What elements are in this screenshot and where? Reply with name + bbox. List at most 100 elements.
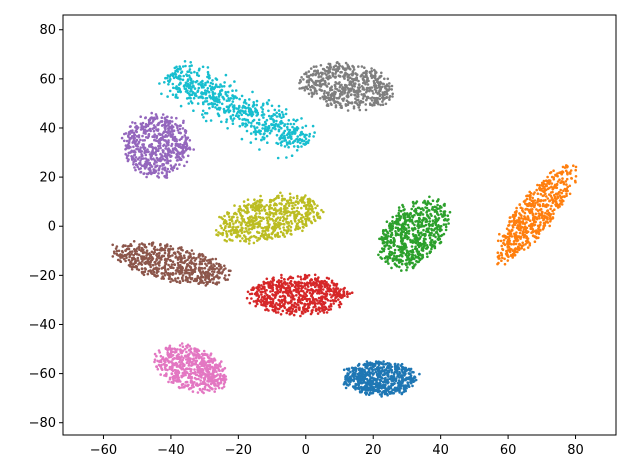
scatter-point xyxy=(556,196,559,199)
scatter-point xyxy=(261,295,264,299)
scatter-point xyxy=(199,257,202,261)
scatter-point xyxy=(217,386,221,390)
scatter-point xyxy=(384,376,387,380)
scatter-point xyxy=(202,373,205,376)
scatter-point xyxy=(153,352,157,356)
scatter-point xyxy=(508,249,511,252)
scatter-point xyxy=(401,203,404,207)
scatter-point xyxy=(300,301,304,305)
scatter-point xyxy=(212,368,215,372)
scatter-point xyxy=(195,373,199,377)
scatter-point xyxy=(441,214,444,218)
scatter-point xyxy=(357,79,360,83)
scatter-point xyxy=(523,222,527,225)
scatter-point xyxy=(124,244,127,247)
scatter-point xyxy=(216,366,220,370)
scatter-point xyxy=(369,363,372,367)
scatter-point xyxy=(404,221,407,224)
scatter-point xyxy=(131,121,134,124)
scatter-point xyxy=(371,96,374,99)
scatter-point xyxy=(404,228,407,231)
scatter-point xyxy=(323,308,326,312)
scatter-point xyxy=(378,89,381,93)
scatter-point xyxy=(272,276,275,280)
scatter-point xyxy=(302,306,305,309)
scatter-point xyxy=(133,154,136,157)
scatter-point xyxy=(393,254,396,258)
scatter-point xyxy=(391,257,395,261)
scatter-point xyxy=(522,228,526,231)
scatter-point xyxy=(522,231,525,234)
scatter-point xyxy=(317,306,321,310)
scatter-point xyxy=(307,70,311,73)
scatter-point xyxy=(343,75,346,78)
scatter-point xyxy=(307,92,311,96)
scatter-point xyxy=(201,359,204,362)
scatter-point xyxy=(534,235,537,238)
scatter-point xyxy=(134,264,138,268)
scatter-point xyxy=(429,212,432,216)
scatter-point xyxy=(414,209,418,212)
scatter-point xyxy=(183,272,187,275)
scatter-point xyxy=(379,256,382,259)
scatter-point xyxy=(163,123,167,126)
scatter-point xyxy=(398,372,402,375)
scatter-point xyxy=(213,390,216,393)
scatter-point xyxy=(115,245,119,248)
scatter-point xyxy=(364,91,368,94)
scatter-point xyxy=(527,240,530,243)
scatter-point xyxy=(210,270,214,273)
scatter-point xyxy=(120,136,124,140)
scatter-point xyxy=(357,106,361,109)
scatter-point xyxy=(407,261,411,264)
scatter-point xyxy=(343,286,346,290)
scatter-point xyxy=(298,81,301,85)
scatter-point xyxy=(170,266,174,269)
scatter-point xyxy=(169,164,173,167)
scatter-point xyxy=(142,164,146,167)
scatter-point xyxy=(367,370,371,374)
scatter-point xyxy=(146,258,150,262)
scatter-point xyxy=(391,220,394,223)
scatter-point xyxy=(132,240,136,243)
scatter-point xyxy=(183,354,187,358)
scatter-point xyxy=(395,255,398,259)
scatter-point xyxy=(141,139,145,142)
scatter-point xyxy=(137,142,140,145)
scatter-point xyxy=(317,284,320,288)
scatter-point xyxy=(192,269,196,272)
scatter-point xyxy=(183,142,186,146)
scatter-point xyxy=(150,111,153,115)
scatter-point xyxy=(178,386,181,390)
series-7-points xyxy=(298,61,395,112)
scatter-point xyxy=(265,308,268,311)
scatter-point xyxy=(186,384,189,388)
scatter-point xyxy=(144,116,147,120)
scatter-point xyxy=(550,182,554,185)
scatter-point xyxy=(326,104,330,107)
scatter-point xyxy=(143,267,147,270)
scatter-point xyxy=(185,344,188,348)
scatter-point xyxy=(342,290,345,293)
scatter-point xyxy=(396,226,400,230)
scatter-point xyxy=(182,119,185,123)
scatter-point xyxy=(366,361,370,365)
scatter-point xyxy=(422,233,426,236)
scatter-point xyxy=(156,174,159,178)
scatter-point xyxy=(394,365,398,369)
scatter-point xyxy=(558,205,561,208)
scatter-point xyxy=(550,185,553,189)
scatter-point xyxy=(308,291,312,295)
scatter-point xyxy=(365,79,369,82)
scatter-point xyxy=(428,236,432,240)
scatter-point xyxy=(280,282,284,286)
scatter-point xyxy=(350,101,354,104)
scatter-point xyxy=(446,214,450,217)
scatter-point xyxy=(301,298,305,302)
scatter-point xyxy=(183,368,186,372)
scatter-point xyxy=(418,218,421,221)
scatter-point xyxy=(381,103,385,106)
scatter-point xyxy=(263,294,267,298)
scatter-point xyxy=(167,380,170,384)
scatter-point xyxy=(395,232,399,235)
